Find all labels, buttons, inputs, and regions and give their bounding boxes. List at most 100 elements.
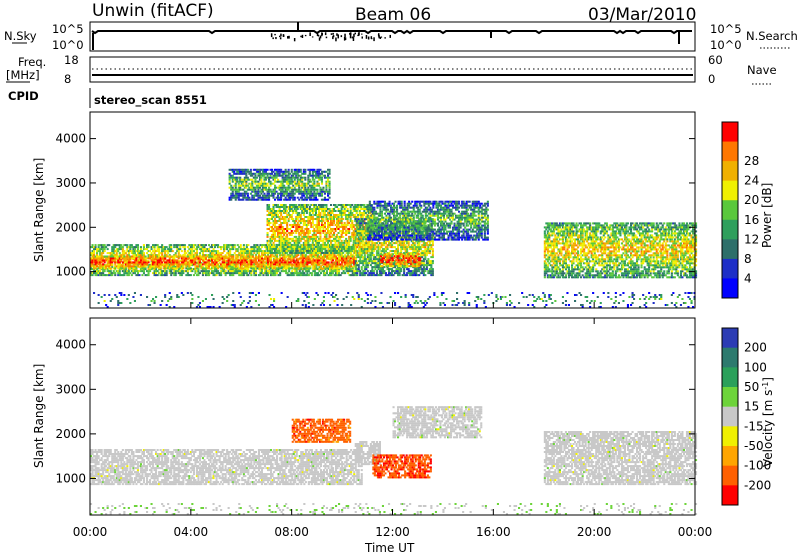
heatmap-cell xyxy=(126,254,129,257)
heatmap-cell xyxy=(108,244,111,247)
sky-marker xyxy=(336,33,338,36)
heatmap-cell xyxy=(289,250,292,253)
heatmap-cell xyxy=(127,265,130,268)
heatmap-cell xyxy=(262,252,265,255)
heatmap-cell xyxy=(215,265,218,268)
heatmap-cell xyxy=(171,261,174,264)
heatmap-cell xyxy=(298,235,301,238)
heatmap-cell xyxy=(240,184,243,187)
heatmap-cell xyxy=(298,204,301,206)
heatmap-cell xyxy=(239,270,242,273)
heatmap-cell xyxy=(221,267,224,270)
heatmap-cell xyxy=(266,192,269,195)
heatmap-cell xyxy=(281,178,284,181)
heatmap-cell xyxy=(112,248,115,251)
heatmap-cell xyxy=(274,174,277,177)
heatmap-cell xyxy=(316,222,319,224)
heatmap-cell xyxy=(153,254,156,257)
heatmap-cell xyxy=(281,247,284,250)
heatmap-cell xyxy=(323,174,326,177)
heatmap-cell xyxy=(307,174,310,177)
heatmap-cell xyxy=(252,186,255,189)
heatmap-cell xyxy=(298,270,301,273)
heatmap-cell xyxy=(286,186,289,189)
heatmap-cell xyxy=(268,208,271,210)
heatmap-cell xyxy=(152,257,155,260)
heatmap-cell xyxy=(336,224,339,226)
heatmap-cell xyxy=(269,251,272,254)
heatmap-cell xyxy=(323,210,326,212)
heatmap-cell xyxy=(278,184,281,187)
heatmap-cell xyxy=(142,268,145,271)
heatmap-cell xyxy=(303,262,306,265)
heatmap-cell xyxy=(268,239,271,242)
sky-marker xyxy=(365,35,368,39)
heatmap-cell xyxy=(295,218,298,220)
heatmap-cell xyxy=(117,244,120,247)
heatmap-cell xyxy=(313,265,316,268)
heatmap-cell xyxy=(123,252,126,255)
heatmap-cell xyxy=(278,186,281,189)
heatmap-cell xyxy=(167,250,170,253)
heatmap-cell xyxy=(294,246,297,249)
heatmap-cell xyxy=(268,192,271,195)
heatmap-cell xyxy=(344,272,347,275)
heatmap-cell xyxy=(337,239,340,242)
heatmap-cell xyxy=(319,186,322,189)
heatmap-cell xyxy=(278,226,281,228)
heatmap-cell xyxy=(290,233,293,236)
heatmap-cell xyxy=(252,190,255,193)
heatmap-cell xyxy=(327,224,330,226)
heatmap-cell xyxy=(263,267,266,270)
heatmap-cell xyxy=(348,214,351,216)
heatmap-cell xyxy=(171,266,174,269)
heatmap-cell xyxy=(295,272,298,275)
heatmap-cell xyxy=(280,257,283,260)
heatmap-cell xyxy=(253,264,256,267)
heatmap-cell xyxy=(281,190,284,193)
heatmap-cell xyxy=(248,170,251,173)
heatmap-cell xyxy=(282,258,285,261)
heatmap-cell xyxy=(123,255,126,258)
heatmap-cell xyxy=(342,210,345,212)
heatmap-cell xyxy=(334,204,337,206)
heatmap-cell xyxy=(278,220,281,222)
heatmap-cell xyxy=(239,261,242,264)
heatmap-cell xyxy=(298,174,301,177)
heatmap-cell xyxy=(247,250,250,253)
heatmap-cell xyxy=(245,182,248,185)
heatmap-cell xyxy=(223,250,226,253)
heatmap-cell xyxy=(246,168,249,171)
heatmap-cell xyxy=(295,174,298,177)
heatmap-cell xyxy=(183,246,186,249)
heatmap-cell xyxy=(194,263,197,266)
heatmap-cell xyxy=(342,204,345,206)
heatmap-cell xyxy=(96,274,99,277)
heatmap-cell xyxy=(275,247,278,250)
freq-title-2: [MHz] xyxy=(6,68,40,82)
heatmap-cell xyxy=(320,220,323,222)
heatmap-cell xyxy=(313,186,316,189)
heatmap-cell xyxy=(281,251,284,254)
heatmap-cell xyxy=(115,270,118,273)
heatmap-cell xyxy=(342,230,345,232)
heatmap-cell xyxy=(188,248,191,251)
heatmap-cell xyxy=(297,261,300,264)
heatmap-cell xyxy=(279,258,282,261)
heatmap-cell xyxy=(280,170,283,173)
heatmap-cell xyxy=(161,252,164,255)
heatmap-cell xyxy=(293,208,296,210)
heatmap-cell xyxy=(247,254,250,257)
heatmap-cell xyxy=(292,259,295,262)
heatmap-cell xyxy=(201,257,204,260)
heatmap-cell xyxy=(293,247,296,250)
heatmap-cell xyxy=(223,255,226,258)
heatmap-cell xyxy=(271,254,274,257)
heatmap-cell xyxy=(165,250,168,253)
heatmap-cell xyxy=(257,259,260,262)
heatmap-cell xyxy=(249,168,252,171)
heatmap-cell xyxy=(304,245,307,248)
heatmap-cell xyxy=(318,259,321,262)
heatmap-cell xyxy=(317,182,320,185)
heatmap-cell xyxy=(311,216,314,218)
